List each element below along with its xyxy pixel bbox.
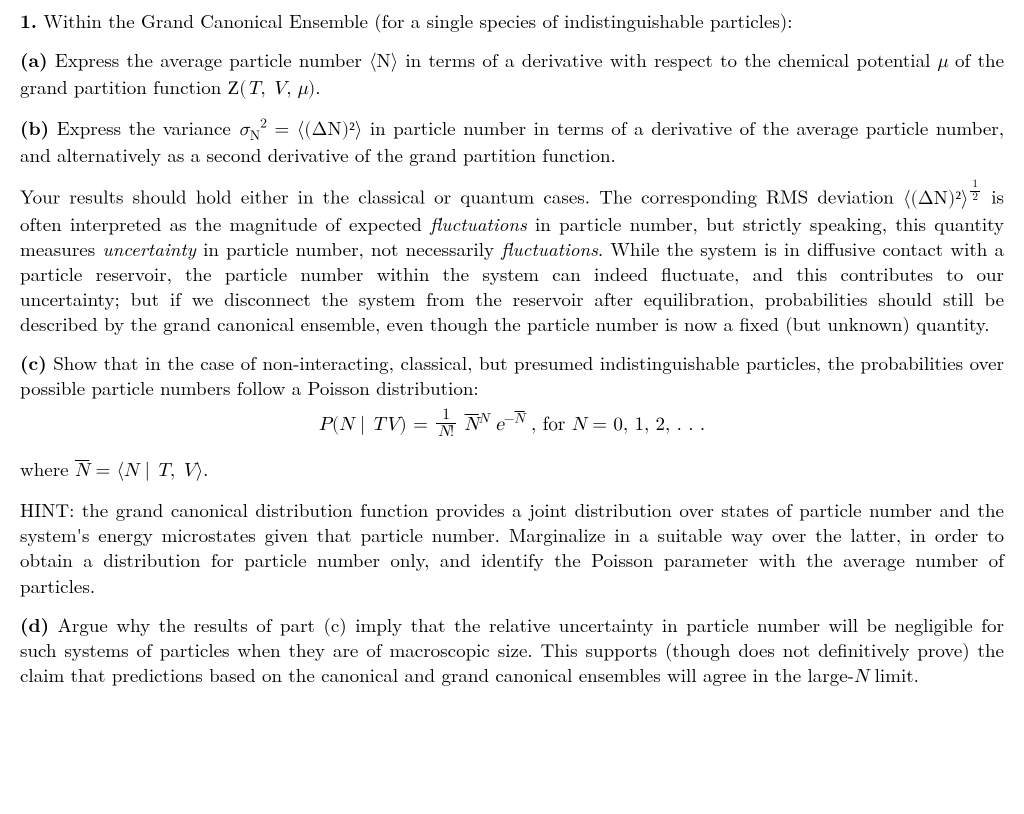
poisson-equation: P(N | TV) = 1 N! NN e−N , for N = 0, 1, …	[20, 409, 1004, 443]
where-line: where N = ⟨N | T, V⟩.	[20, 456, 1004, 483]
mu-symbol: μ	[938, 52, 948, 71]
part-b-label: (b)	[20, 113, 49, 141]
poisson-lhs: P(N | TV) =	[319, 415, 434, 434]
part-d-text-2: limit.	[868, 661, 919, 688]
part-b-text-1: Express the variance	[57, 114, 239, 141]
where-nbar: N	[75, 461, 89, 480]
disc-text-1: Your results should hold either in the c…	[20, 183, 903, 210]
problem-number: 1.	[20, 6, 37, 34]
fluct-1: fluctuations	[430, 210, 527, 237]
uncertainty-word: uncertainty	[102, 235, 195, 262]
where-eq: = ⟨N | T, V⟩.	[89, 461, 208, 480]
part-a-text-2: in terms of a derivative with respect to…	[398, 46, 938, 73]
hint-paragraph: HINT: the grand canonical distribution f…	[20, 497, 1004, 597]
discussion-paragraph: Your results should hold either in the c…	[20, 181, 1004, 336]
part-c-label: (c)	[20, 348, 47, 376]
where-word: where	[20, 455, 75, 482]
part-a-text-1: Express the average particle number	[55, 46, 369, 73]
intro-text: Within the Grand Canonical Ensemble (for…	[43, 7, 792, 34]
hint-text: the grand canonical distribution functio…	[20, 496, 1004, 598]
var-rhs: ⟨(ΔN)²⟩	[297, 120, 362, 139]
disc-text-4: in particle number, not necessarily	[196, 235, 501, 262]
sigma-expr: σN2	[238, 120, 267, 139]
part-c-text-1: Show that in the case of non-interacting…	[20, 349, 1004, 401]
part-a: (a) Express the average particle number …	[20, 47, 1004, 101]
poisson-for: , for	[531, 415, 572, 434]
fluct-2: fluctuations	[501, 235, 598, 262]
part-c: (c) Show that in the case of non-interac…	[20, 350, 1004, 400]
hint-label: HINT:	[20, 496, 74, 523]
part-b: (b) Express the variance σN2 = ⟨(ΔN)²⟩ i…	[20, 115, 1004, 167]
poisson-rhs: NN e−N	[465, 415, 532, 434]
avg-N-expr: ⟨N⟩	[369, 52, 398, 71]
problem-intro: 1. Within the Grand Canonical Ensemble (…	[20, 8, 1004, 33]
rms-expr: ⟨(ΔN)²⟩12	[903, 189, 982, 208]
large-N: N	[854, 667, 868, 686]
part-a-text-4: .	[315, 73, 320, 100]
part-d-label: (d)	[20, 610, 49, 638]
grand-Z: Z(T, V, μ)	[228, 79, 316, 98]
poisson-N-range: N = 0, 1, 2, . . .	[572, 415, 705, 434]
poisson-fraction: 1 N!	[436, 407, 456, 441]
eq-sign: =	[267, 114, 297, 141]
part-a-label: (a)	[20, 45, 48, 73]
part-d: (d) Argue why the results of part (c) im…	[20, 612, 1004, 689]
